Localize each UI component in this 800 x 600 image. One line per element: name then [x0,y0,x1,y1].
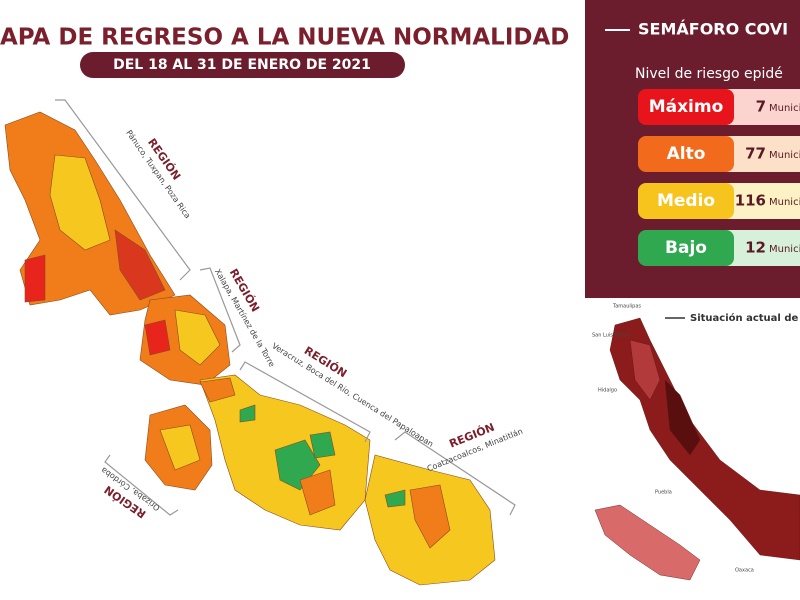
subtitle: DEL 18 AL 31 DE ENERO DE 2021 [113,57,371,73]
inset-place: Tamaulipas [612,304,641,310]
level-unit: Municipios [769,244,800,255]
inset-title: Situación actual de c [690,312,800,324]
inset-place: Hidalgo [598,388,617,394]
level-pill [638,89,734,125]
level-count: 116 [735,192,766,210]
level-label: Medio [657,191,715,211]
state-map [4,111,496,586]
level-pill [638,230,734,266]
level-count: 12 [745,239,766,257]
inset-map [594,317,800,581]
level-count: 7 [756,98,766,116]
level-label: Bajo [665,238,707,258]
title: APA DE REGRESO A LA NUEVA NORMALIDAD [0,25,569,51]
subtitle-pill [80,52,405,78]
level-label: Alto [667,144,706,164]
level-unit: Municipios [769,150,800,161]
legend-title: SEMÁFORO COVI [638,20,788,39]
level-count: 77 [745,145,766,163]
level-pill [638,136,734,172]
level-label: Máximo [649,97,724,117]
inset-place: Oaxaca [735,568,754,574]
region-brackets [55,99,516,516]
level-unit: Municipios [769,197,800,208]
level-unit: Municipios [769,103,800,114]
inset-place: San Luis Potosí [592,332,630,339]
legend-subtitle: Nivel de riesgo epidé [635,66,783,82]
inset-place: Puebla [655,490,672,496]
legend-levels: Máximo7MunicipiosAlto77MunicipiosMedio11… [638,89,800,266]
level-pill [638,183,734,219]
